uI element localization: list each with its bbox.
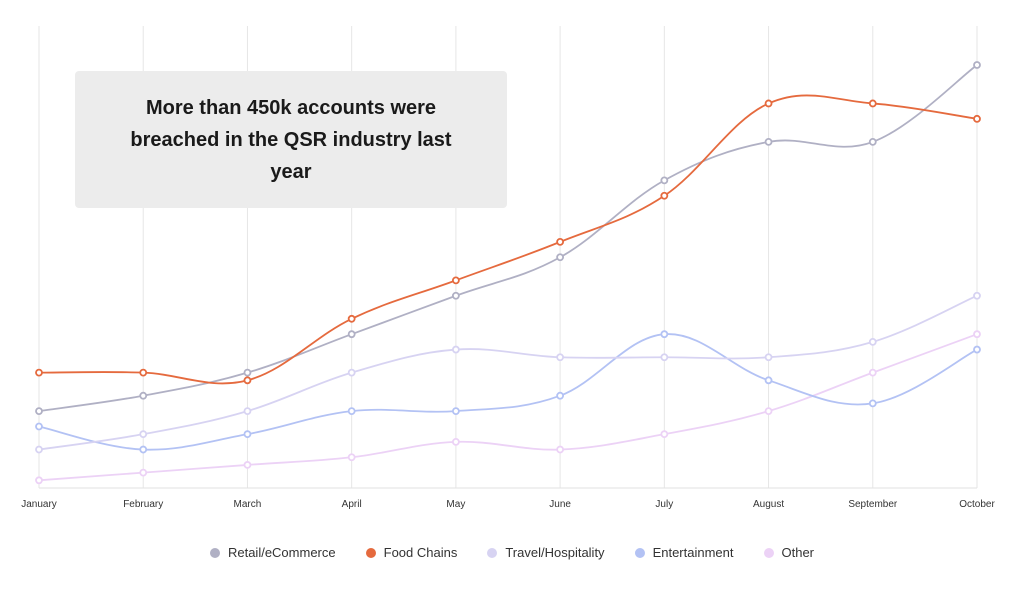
legend-item-entertainment[interactable]: Entertainment (634, 545, 734, 560)
data-point-food-chains[interactable] (660, 191, 669, 200)
data-point-retail-ecommerce[interactable] (660, 176, 669, 185)
x-tick-label: September (848, 499, 898, 510)
data-point-food-chains[interactable] (35, 368, 43, 377)
x-tick-label: August (753, 499, 784, 510)
legend-marker (763, 547, 774, 558)
legend-marker (365, 547, 376, 558)
data-point-retail-ecommerce[interactable] (347, 330, 356, 339)
legend-item-food-chains[interactable]: Food Chains (365, 545, 458, 560)
x-tick-label: October (959, 499, 995, 510)
x-tick-label: May (446, 499, 465, 510)
data-point-entertainment[interactable] (556, 391, 565, 400)
legend: Retail/eCommerce Food Chains Travel/Hospit… (0, 545, 1024, 560)
data-point-food-chains[interactable] (347, 314, 356, 323)
legend-label: Entertainment (652, 545, 734, 560)
data-point-entertainment[interactable] (451, 407, 460, 415)
data-point-entertainment[interactable] (764, 376, 773, 385)
data-point-food-chains[interactable] (764, 99, 773, 108)
data-point-travel-hospitality[interactable] (660, 353, 669, 362)
data-point-retail-ecommerce[interactable] (868, 138, 877, 146)
data-point-entertainment[interactable] (660, 330, 669, 339)
data-point-food-chains[interactable] (243, 376, 252, 385)
data-point-retail-ecommerce[interactable] (243, 368, 252, 377)
data-point-entertainment[interactable] (868, 399, 877, 408)
x-tick-label: March (234, 499, 262, 510)
x-tick-label: July (655, 499, 673, 510)
series-line-travel-hospitality (38, 294, 978, 451)
data-point-travel-hospitality[interactable] (139, 430, 148, 439)
data-point-retail-ecommerce[interactable] (556, 253, 565, 262)
data-point-other[interactable] (868, 368, 877, 377)
legend-label: Food Chains (383, 545, 458, 560)
data-point-travel-hospitality[interactable] (347, 368, 356, 377)
legend-label: Retail/eCommerce (227, 545, 336, 560)
x-tick-label: February (123, 499, 163, 510)
series-line-food-chains (38, 94, 978, 385)
data-point-other[interactable] (973, 330, 981, 339)
data-point-food-chains[interactable] (973, 114, 981, 123)
data-point-other[interactable] (451, 437, 460, 446)
legend-label: Other (781, 545, 815, 560)
annotation-text: More than 450k accounts were breached in… (130, 96, 452, 183)
data-point-other[interactable] (35, 476, 43, 485)
data-point-food-chains[interactable] (451, 276, 460, 285)
legend-label: Travel/Hospitality (505, 545, 605, 560)
data-point-travel-hospitality[interactable] (451, 345, 460, 354)
legend-marker (634, 547, 645, 558)
data-point-retail-ecommerce[interactable] (35, 407, 43, 415)
data-point-retail-ecommerce[interactable] (973, 61, 981, 69)
data-point-food-chains[interactable] (139, 368, 148, 377)
data-point-other[interactable] (764, 407, 773, 415)
data-point-other[interactable] (660, 430, 669, 439)
legend-marker (487, 547, 498, 558)
legend-marker (209, 547, 220, 558)
data-point-travel-hospitality[interactable] (243, 407, 252, 415)
series-line-entertainment (38, 333, 978, 451)
data-point-entertainment[interactable] (35, 422, 43, 431)
data-point-entertainment[interactable] (973, 345, 981, 354)
data-point-retail-ecommerce[interactable] (764, 138, 773, 146)
data-point-entertainment[interactable] (347, 407, 356, 415)
annotation-box: More than 450k accounts were breached in… (75, 71, 507, 208)
data-point-other[interactable] (347, 453, 356, 462)
data-point-other[interactable] (556, 445, 565, 454)
data-point-entertainment[interactable] (139, 445, 148, 454)
x-tick-label: April (342, 499, 362, 510)
legend-item-retail-ecommerce[interactable]: Retail/eCommerce (209, 545, 336, 560)
data-point-travel-hospitality[interactable] (764, 353, 773, 362)
series-line-retail-ecommerce (38, 64, 978, 412)
data-point-food-chains[interactable] (556, 237, 565, 246)
series-group (35, 61, 981, 485)
data-point-travel-hospitality[interactable] (868, 337, 877, 346)
data-point-retail-ecommerce[interactable] (451, 291, 460, 300)
data-point-retail-ecommerce[interactable] (139, 391, 148, 400)
legend-item-travel-hospitality[interactable]: Travel/Hospitality (487, 545, 605, 560)
x-axis-ticks: January February March April May June July Augu… (21, 499, 995, 510)
data-point-travel-hospitality[interactable] (556, 353, 565, 362)
x-tick-label: January (21, 499, 57, 510)
data-point-travel-hospitality[interactable] (973, 291, 981, 300)
data-point-food-chains[interactable] (868, 99, 877, 108)
data-point-other[interactable] (139, 468, 148, 477)
series-line-other (38, 333, 978, 482)
x-tick-label: June (549, 499, 571, 510)
data-point-travel-hospitality[interactable] (35, 445, 43, 454)
data-point-entertainment[interactable] (243, 430, 252, 439)
legend-item-other[interactable]: Other (763, 545, 815, 560)
data-point-other[interactable] (243, 461, 252, 469)
